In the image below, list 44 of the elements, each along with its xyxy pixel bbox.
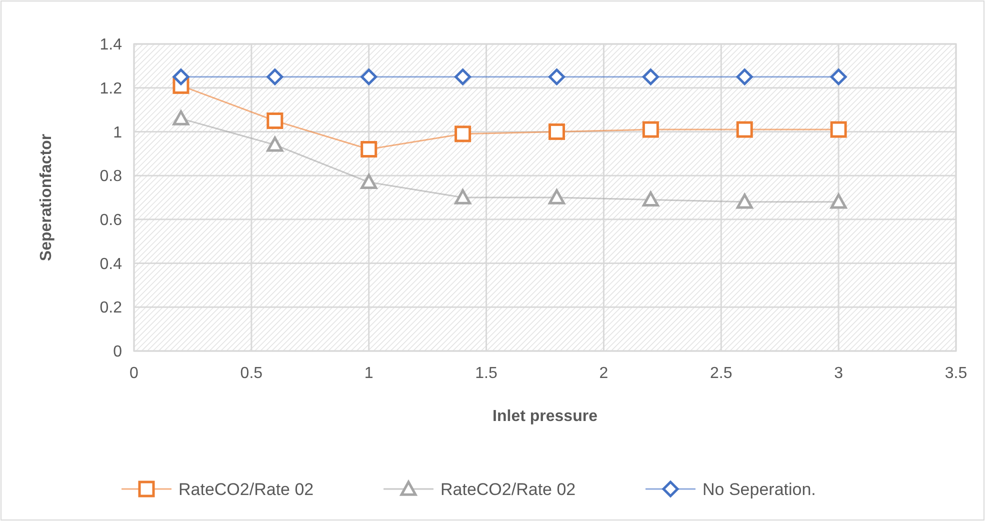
point [830,68,847,86]
y-tick-label: 0 [113,344,122,361]
point [830,121,847,138]
y-tick-label: 1 [113,124,122,142]
point [642,68,659,86]
y-tick-label: 0.4 [100,256,122,273]
x-tick-label: 0 [130,365,139,382]
point [642,121,659,138]
point [454,68,472,86]
x-tick-label: 0.5 [240,365,263,382]
point [454,189,472,204]
x-tick-label: 1 [364,365,374,382]
x-tick-label: 3.5 [944,365,968,382]
point [172,110,190,126]
point [642,191,659,207]
y-tick-label: 0.8 [100,168,122,186]
point [266,136,284,152]
point [266,68,284,86]
point [548,68,565,86]
x-tick-label: 2.5 [710,365,732,382]
point [360,141,378,158]
legend-label: RateCO2/Rate 02 [440,480,576,499]
point [172,68,190,86]
y-axis-title: Seperationfactor [38,134,55,262]
point [548,123,565,140]
point [736,194,753,209]
y-tick-label: 1.2 [100,80,122,98]
legend-label: RateCO2/Rate 02 [178,480,314,499]
point [266,112,284,129]
point [360,68,378,86]
y-tick-label: 1.4 [100,36,122,54]
point [736,121,753,138]
point [360,174,378,189]
x-axis-title: Inlet pressure [492,408,598,425]
point [548,189,565,204]
point [830,194,847,209]
y-tick-label: 0.6 [100,212,122,230]
y-tick-label: 0.2 [100,300,122,317]
point [736,68,753,86]
x-tick-label: 3 [834,365,844,382]
x-tick-label: 2 [599,365,608,382]
legend-label: No Seperation. [702,480,816,499]
x-tick-label: 1.5 [475,365,498,382]
point [454,126,472,142]
